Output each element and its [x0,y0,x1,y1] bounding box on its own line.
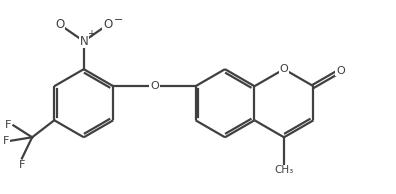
Text: O: O [280,64,288,74]
Text: F: F [6,120,12,130]
Text: O: O [336,66,345,76]
Text: F: F [3,136,10,146]
Text: O: O [55,18,64,31]
Text: O: O [103,18,112,31]
Text: F: F [19,160,25,171]
Text: O: O [150,81,159,91]
Text: N: N [79,35,88,48]
Text: +: + [87,29,95,39]
Text: −: − [114,15,123,25]
Text: CH₃: CH₃ [274,165,293,175]
